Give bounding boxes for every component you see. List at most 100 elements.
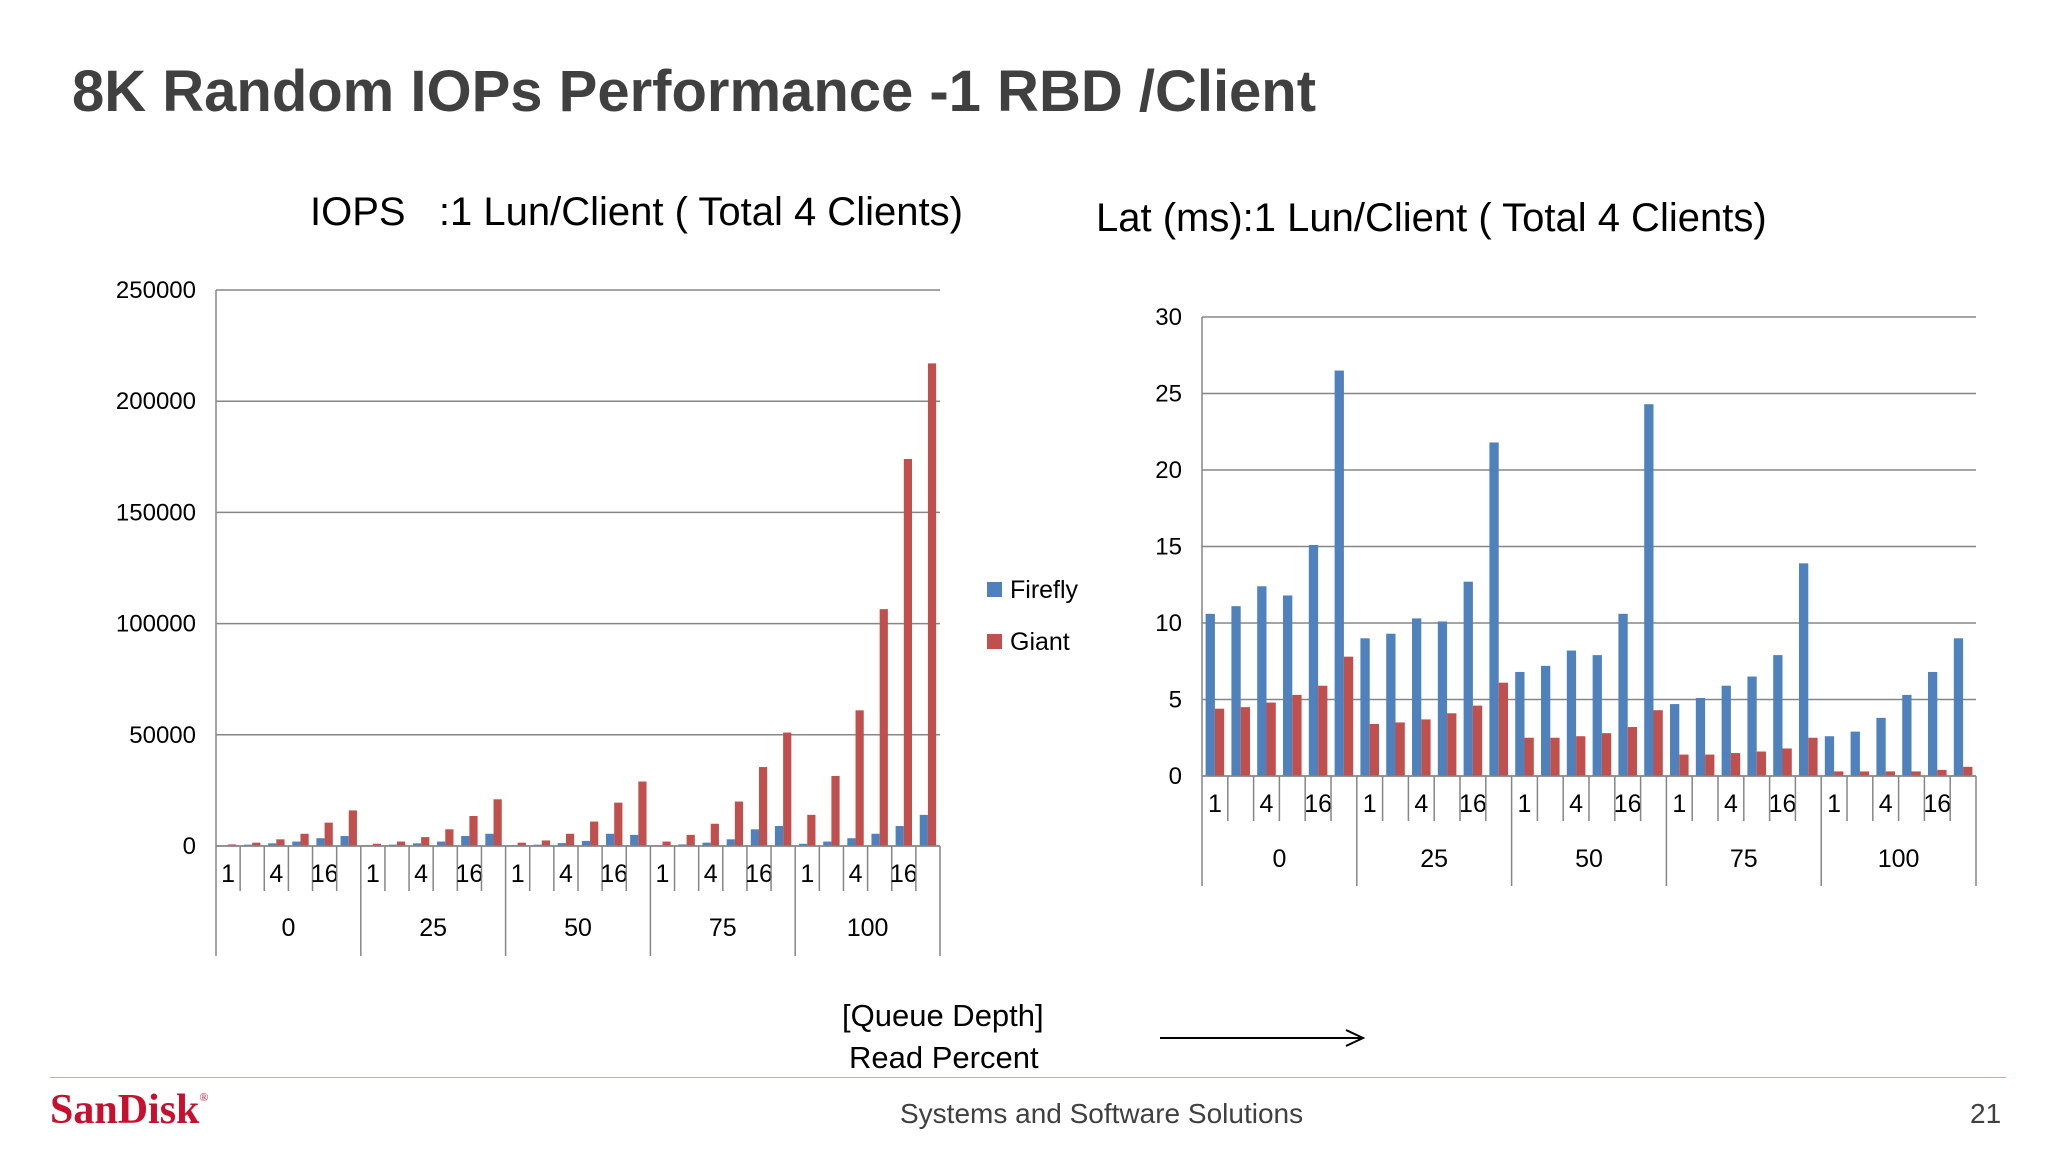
- x-tick-label: 4: [269, 860, 283, 888]
- y-tick-label: 30: [1155, 304, 1182, 331]
- bar-firefly: [1695, 697, 1706, 776]
- sandisk-logo: SanDisk®: [50, 1087, 209, 1133]
- x-tick-label: 16: [1614, 790, 1642, 818]
- bar-giant: [783, 732, 792, 846]
- bar-giant: [1447, 713, 1457, 776]
- footer-divider: [50, 1077, 2006, 1078]
- bar-firefly: [726, 839, 735, 846]
- bar-firefly: [1902, 694, 1912, 776]
- group-label: 50: [1575, 845, 1603, 873]
- bar-giant: [348, 810, 357, 846]
- group-label: 25: [419, 914, 447, 942]
- x-tick-label: 4: [1724, 790, 1738, 818]
- x-tick-label: 16: [745, 860, 773, 888]
- y-tick-label: 10: [1155, 610, 1182, 637]
- bar-giant: [421, 837, 430, 846]
- bar-giant: [324, 822, 333, 846]
- bar-giant: [1266, 702, 1276, 776]
- bar-giant: [662, 841, 671, 846]
- bar-firefly: [437, 841, 446, 846]
- y-tick-label: 25: [1155, 381, 1182, 408]
- x-tick-label: 4: [1414, 790, 1428, 818]
- slide-title: 8K Random IOPs Performance -1 RBD /Clien…: [72, 59, 1317, 124]
- bar-giant: [1472, 705, 1483, 776]
- bar-giant: [469, 815, 478, 846]
- bar-firefly: [1953, 638, 1964, 776]
- bar-firefly: [1644, 404, 1654, 776]
- bar-giant: [1421, 719, 1431, 776]
- x-tick-label: 4: [849, 860, 863, 888]
- bar-firefly: [1283, 595, 1293, 776]
- bar-firefly: [1876, 717, 1886, 776]
- bar-firefly: [1308, 544, 1319, 776]
- bar-giant: [590, 821, 599, 846]
- bar-firefly: [750, 829, 759, 846]
- latency-chart-title: Lat (ms):1 Lun/Client ( Total 4 Clients): [1096, 196, 1767, 240]
- bar-firefly: [292, 841, 301, 846]
- bar-giant: [228, 844, 237, 846]
- iops-chart-title: IOPS :1 Lun/Client ( Total 4 Clients): [310, 190, 963, 234]
- bar-firefly: [847, 838, 856, 846]
- bar-firefly: [895, 825, 904, 846]
- bar-giant: [1963, 766, 1973, 776]
- footer-text: Systems and Software Solutions: [900, 1098, 1304, 1129]
- x-tick-label: 16: [890, 860, 918, 888]
- bar-giant: [1679, 754, 1689, 776]
- x-tick-label: 4: [1879, 790, 1893, 818]
- bar-firefly: [871, 833, 880, 846]
- group-label: 75: [1730, 845, 1758, 873]
- bar-firefly: [919, 814, 928, 846]
- x-tick-label: 1: [656, 860, 670, 888]
- y-tick-label: 150000: [116, 499, 196, 526]
- bar-firefly: [1592, 655, 1602, 776]
- bar-firefly: [605, 833, 615, 846]
- bar-giant: [927, 363, 937, 846]
- bar-giant: [276, 839, 285, 846]
- x-tick-label: 16: [1769, 790, 1797, 818]
- x-tick-label: 16: [1459, 790, 1487, 818]
- bar-firefly: [1850, 731, 1860, 776]
- x-tick-label: 4: [704, 860, 718, 888]
- bar-giant: [252, 842, 261, 846]
- bar-firefly: [799, 843, 808, 846]
- bar-giant: [686, 834, 695, 846]
- group-label: 0: [1272, 845, 1286, 873]
- bar-giant: [1318, 685, 1328, 776]
- bar-giant: [734, 801, 744, 846]
- read-percent-label: Read Percent: [849, 1040, 1039, 1075]
- bar-firefly: [316, 838, 325, 846]
- bar-giant: [1782, 748, 1792, 776]
- x-tick-label: 4: [559, 860, 573, 888]
- x-tick-label: 16: [1923, 790, 1951, 818]
- bar-giant: [1756, 751, 1766, 776]
- bar-giant: [517, 842, 526, 846]
- bar-firefly: [1618, 613, 1628, 776]
- bar-firefly: [823, 841, 832, 846]
- bar-firefly: [461, 835, 470, 846]
- bar-firefly: [1773, 655, 1783, 776]
- bar-firefly: [1824, 736, 1835, 776]
- x-tick-label: 1: [366, 860, 380, 888]
- bar-firefly: [1515, 671, 1525, 776]
- group-label: 50: [564, 914, 592, 942]
- y-tick-label: 0: [183, 833, 196, 860]
- bar-giant: [541, 840, 551, 846]
- group-label: 100: [1878, 845, 1920, 873]
- x-tick-label: 4: [1260, 790, 1274, 818]
- bar-giant: [1550, 737, 1560, 776]
- bar-giant: [493, 799, 502, 846]
- y-tick-label: 250000: [116, 277, 196, 304]
- x-tick-label: 16: [311, 860, 339, 888]
- bar-giant: [1885, 771, 1895, 776]
- bar-giant: [759, 767, 768, 846]
- legend-label: Giant: [1010, 628, 1070, 656]
- bar-giant: [1601, 733, 1612, 776]
- x-tick-label: 1: [1518, 790, 1532, 818]
- bar-giant: [1653, 710, 1663, 776]
- y-tick-label: 15: [1155, 534, 1182, 561]
- arrow-right-icon: [1160, 1029, 1366, 1047]
- bar-firefly: [1334, 370, 1344, 776]
- x-tick-label: 1: [221, 860, 235, 888]
- bar-giant: [1214, 708, 1225, 776]
